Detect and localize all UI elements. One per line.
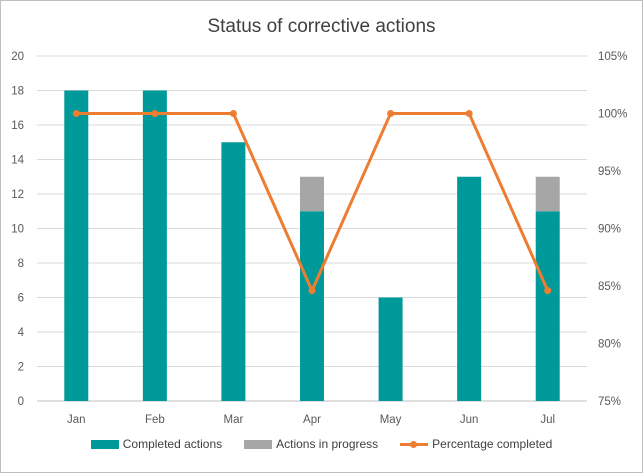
y-left-tick-label: 4 [18,327,25,339]
y-right-tick-label: 85% [598,281,621,293]
y-left-tick-label: 0 [18,396,24,408]
y-left-tick-label: 2 [18,362,24,374]
line-point [465,110,473,117]
y-right-tick-label: 80% [598,339,621,351]
x-tick-label: May [380,414,402,426]
x-tick-label: Jan [67,414,86,426]
x-tick-label: Jul [540,414,555,426]
legend-item-completed: Completed actions [90,437,223,451]
line-point [544,287,552,295]
legend-item-in-progress: Actions in progress [244,437,378,451]
line-point [151,110,159,117]
y-left-tick-label: 6 [18,293,24,305]
chart-title: Status of corrective actions [207,16,436,37]
y-left-tick-label: 16 [11,120,24,132]
y-left-tick-label: 18 [11,86,24,98]
y-left-tick-label: 12 [11,189,24,201]
legend-swatch-percentage [400,440,429,449]
y-left-tick-label: 10 [11,224,24,236]
legend-label-in-progress: Actions in progress [276,437,379,451]
bar-completed [64,90,89,401]
line-point [387,110,395,117]
bar-completed [142,90,167,401]
legend: Completed actions Actions in progress Pe… [0,437,643,451]
y-left-tick-label: 20 [11,51,24,63]
line-point [72,110,80,117]
legend-label-completed: Completed actions [122,437,223,451]
legend-label-percentage: Percentage completed [432,437,553,451]
y-right-tick-label: 100% [598,109,627,121]
legend-swatch-in-progress [244,439,273,449]
y-left-tick-label: 8 [18,258,24,270]
y-right-tick-label: 90% [598,224,621,236]
bar-completed [221,142,246,401]
x-tick-label: Jun [460,414,479,426]
legend-item-percentage: Percentage completed [400,437,552,451]
y-right-tick-label: 95% [598,166,621,178]
y-right-tick-label: 105% [598,51,627,63]
line-point [308,287,316,295]
bar-completed [535,211,560,401]
x-tick-label: Mar [224,414,244,426]
y-right-tick-label: 75% [598,396,621,408]
axis-labels: 0 2 4 6 8 10 12 14 16 18 20 75% 80% 85% 90% 95% 100% 105%… [11,51,627,426]
y-left-tick-label: 14 [11,155,24,167]
legend-swatch-completed [90,439,119,449]
bar-completed [457,176,482,401]
line-series [72,110,552,295]
bar-in-progress [535,176,560,212]
line-point [229,110,237,117]
bar-series [64,90,560,401]
bar-completed [378,297,403,401]
bar-completed [300,211,324,401]
x-tick-label: Feb [145,414,165,426]
x-tick-label: Apr [303,414,321,426]
bar-in-progress [300,176,324,212]
